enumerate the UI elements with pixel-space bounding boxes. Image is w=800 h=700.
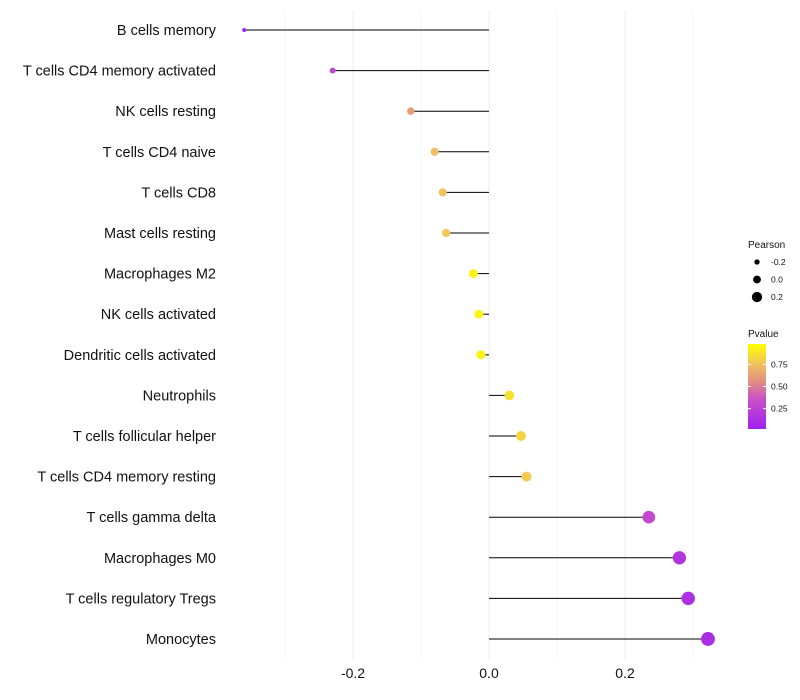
lollipop-segments xyxy=(244,29,708,640)
data-point xyxy=(672,551,687,565)
category-label: Monocytes xyxy=(146,632,216,648)
category-label: T cells CD4 memory activated xyxy=(23,64,216,80)
size-legend-label: -0.2 xyxy=(771,257,786,267)
size-legend-label: 0.0 xyxy=(771,275,783,285)
data-point xyxy=(407,107,415,115)
size-legend: -0.2 0.0 0.2 xyxy=(751,257,786,303)
data-point xyxy=(474,309,484,319)
category-label: T cells CD4 memory resting xyxy=(37,470,216,486)
data-point xyxy=(430,147,439,156)
data-point xyxy=(681,591,695,606)
grid-lines xyxy=(284,10,694,660)
size-legend-label: 0.2 xyxy=(771,292,783,302)
category-label: T cells follicular helper xyxy=(73,429,216,445)
data-point xyxy=(442,228,451,238)
size-legend-dot xyxy=(754,259,760,265)
color-legend-title: Pvalue xyxy=(748,329,779,340)
color-legend-ticks: 0.75 0.50 0.25 xyxy=(748,359,788,414)
category-label: T cells regulatory Tregs xyxy=(66,591,216,607)
data-point xyxy=(642,510,656,524)
data-point xyxy=(701,632,715,646)
x-tick-label: 0.2 xyxy=(615,665,635,681)
data-point xyxy=(504,390,515,401)
size-legend-dot xyxy=(751,291,763,303)
data-point xyxy=(329,67,336,74)
category-label: Macrophages M2 xyxy=(104,267,216,283)
category-label: Neutrophils xyxy=(143,388,216,404)
size-legend-dot xyxy=(753,275,761,284)
category-labels: B cells memory T cells CD4 memory activat… xyxy=(23,23,217,648)
data-point xyxy=(438,188,447,197)
pvalue-colorbar xyxy=(748,344,766,429)
category-label: T cells CD8 xyxy=(141,185,216,201)
x-tick-label: -0.2 xyxy=(341,665,365,681)
size-legend-title: Pearson xyxy=(748,240,785,251)
category-label: NK cells resting xyxy=(115,104,216,120)
data-point xyxy=(242,28,247,32)
color-legend-label: 0.50 xyxy=(771,382,788,392)
color-legend-label: 0.25 xyxy=(771,404,788,414)
data-point xyxy=(468,269,478,279)
data-point xyxy=(516,431,526,441)
category-label: T cells CD4 naive xyxy=(103,145,216,161)
data-point xyxy=(476,350,486,360)
x-tick-label: 0.0 xyxy=(479,665,499,681)
lollipop-points xyxy=(242,28,715,646)
category-label: Dendritic cells activated xyxy=(64,348,216,364)
data-point xyxy=(521,471,532,482)
category-label: NK cells activated xyxy=(101,307,216,323)
color-legend-label: 0.75 xyxy=(771,359,788,369)
category-label: Macrophages M0 xyxy=(104,551,216,567)
x-tick-labels: -0.2 0.0 0.2 xyxy=(341,665,635,681)
category-label: Mast cells resting xyxy=(104,226,216,242)
category-label: B cells memory xyxy=(117,23,217,39)
category-label: T cells gamma delta xyxy=(87,510,217,526)
legend: Pearson -0.2 0.0 0.2 Pvalue 0.75 0.50 0.25 xyxy=(748,240,788,429)
